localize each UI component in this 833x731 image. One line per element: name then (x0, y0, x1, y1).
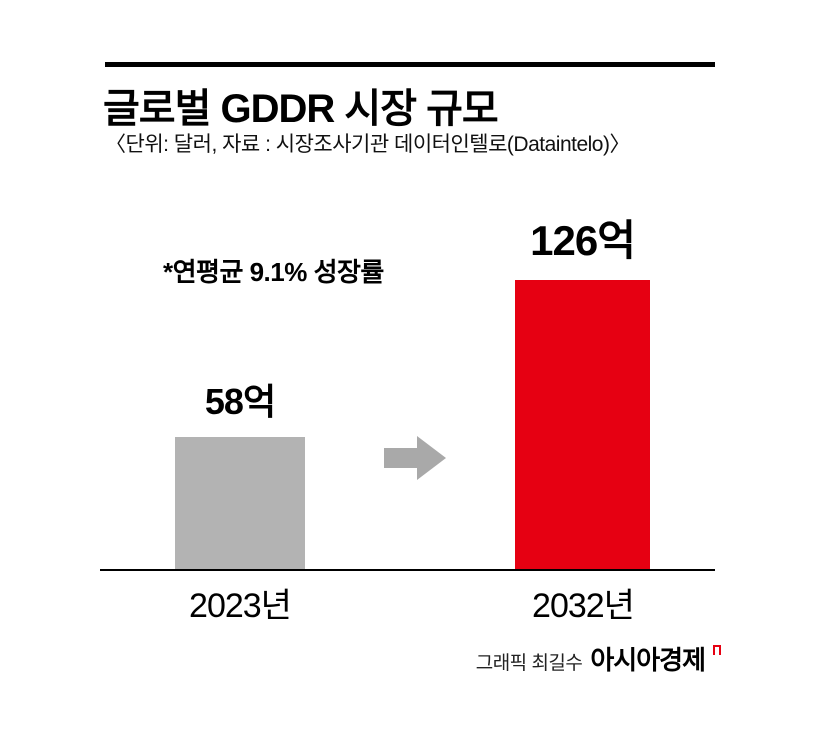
growth-arrow-icon (384, 436, 446, 485)
bar-group-2023: 58억 (175, 373, 305, 570)
bar-value-label-2023: 58억 (204, 381, 276, 422)
x-axis-line (100, 569, 715, 571)
bar-rect-2023 (175, 437, 305, 570)
title-divider (105, 62, 715, 67)
bar-group-2032: 126억 (515, 207, 650, 570)
brand-mark-icon (713, 645, 721, 655)
credit-line: 그래픽 최길수 아시아경제 (476, 640, 721, 677)
growth-rate-annotation: *연평균 9.1% 성장률 (163, 257, 384, 287)
brand-logo: 아시아경제 (590, 645, 706, 675)
bar-rect-2032 (515, 280, 650, 570)
credit-author: 그래픽 최길수 (475, 653, 583, 674)
chart-title: 글로벌 GDDR 시장 규모 (103, 87, 499, 131)
chart-subtitle: 〈단위: 달러, 자료 : 시장조사기관 데이터인텔로(Dataintelo)〉 (105, 133, 630, 156)
x-tick-2032: 2032년 (532, 587, 635, 625)
x-tick-2023: 2023년 (189, 587, 292, 625)
bar-value-label-2032: 126억 (530, 217, 636, 264)
